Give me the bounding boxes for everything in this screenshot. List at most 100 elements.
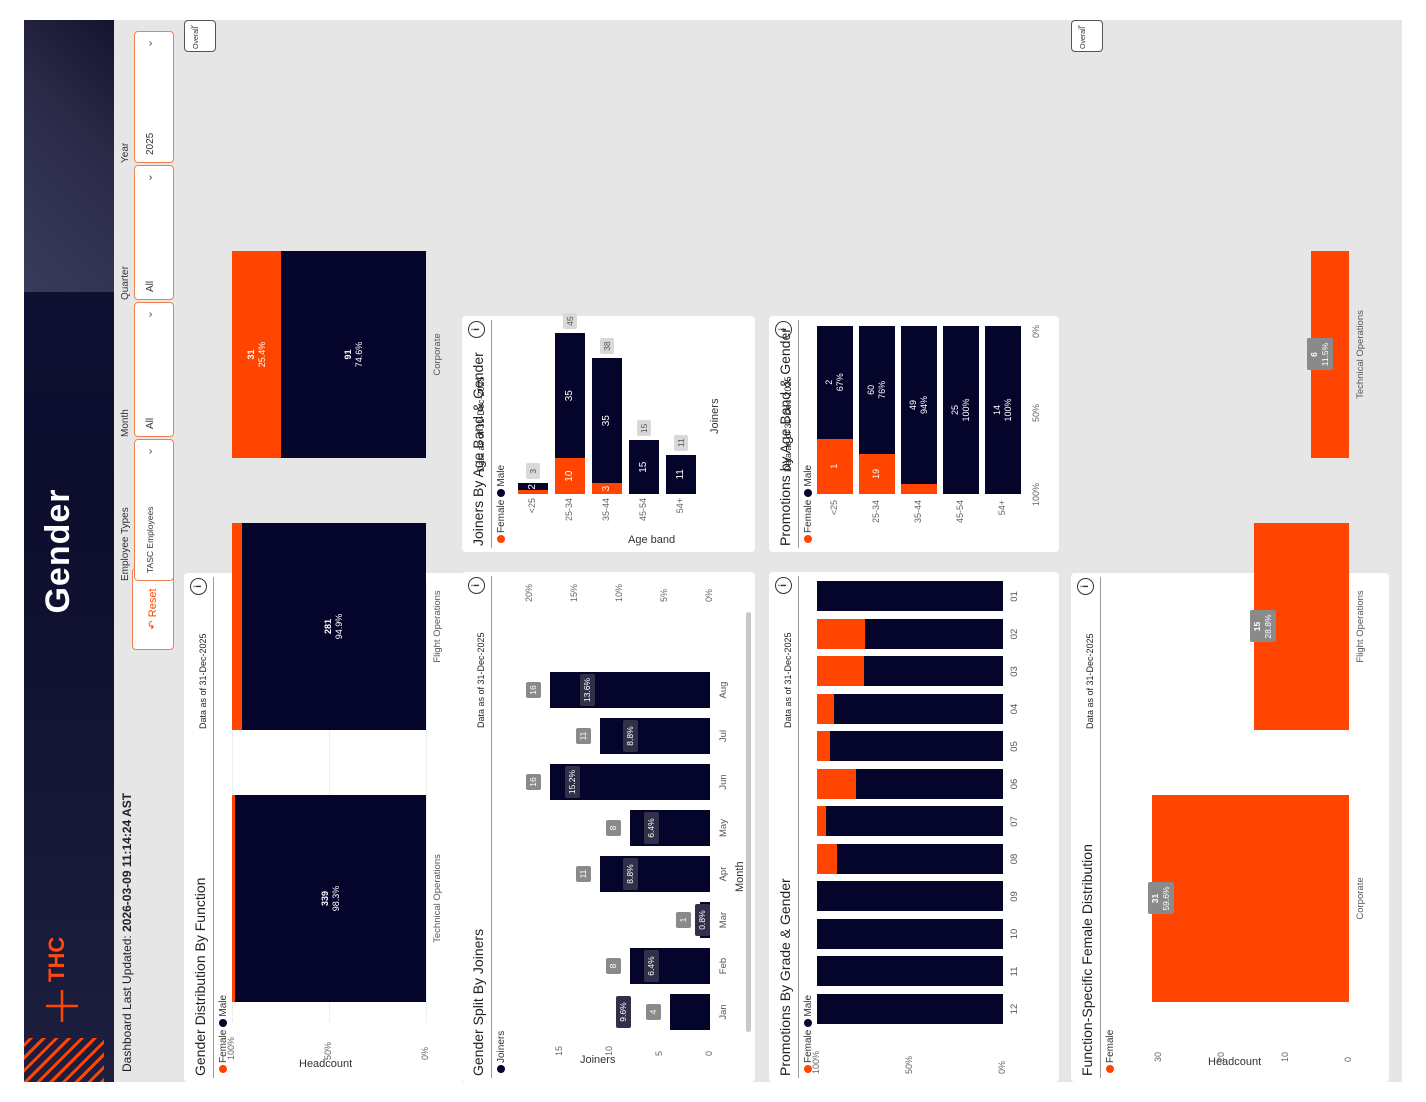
bar-male-pct: 67% <box>835 373 845 392</box>
bar-total-label: 3 <box>526 463 540 480</box>
x-category-label: Jul <box>718 729 729 743</box>
female-function-panel-as-of: Data as of 31-Dec-2025 <box>1085 633 1095 729</box>
bar-male-10 <box>865 619 1003 649</box>
x-category-label: Aug <box>718 681 729 699</box>
right-tick-label: 20% <box>524 583 534 602</box>
bar-value: 15 <box>1251 621 1262 632</box>
y-tick-label: 0% <box>420 1046 430 1060</box>
gender-joiners-panel-legend: Joiners <box>496 1031 507 1076</box>
bar-value-label: 11 <box>576 866 591 882</box>
bar-female-label: 10 <box>564 470 575 482</box>
slicer-employee-types[interactable]: TASC Employees ⌄ <box>134 439 174 581</box>
left-tick-label: 0 <box>704 1050 714 1056</box>
bar-female-9 <box>817 656 864 687</box>
x-category-label: 10 <box>1009 928 1020 940</box>
pct-label: 0.8% <box>694 904 710 936</box>
bar-female-0 <box>232 795 236 1002</box>
dashboard: THC Gender Dashboard Last Updated: 2026-… <box>24 20 1402 1082</box>
bar-value-label: 16 <box>526 682 541 698</box>
slicer-year[interactable]: 2025 ⌄ <box>134 31 174 163</box>
bar-male-pct: 76% <box>877 380 887 399</box>
overall-dropdown[interactable]: Overall ⌄ <box>1071 20 1103 52</box>
gender-function-panel-title: Gender Distribution By Function <box>192 877 208 1076</box>
y-tick-label: 0 <box>1343 1056 1353 1062</box>
overall-dropdown[interactable]: Overall ⌄ <box>184 20 216 52</box>
bar-male-value: 281 <box>322 618 333 635</box>
pct-label: 6.4% <box>644 950 660 982</box>
y-category-label: 25-34 <box>564 498 574 522</box>
x-category-label: Jun <box>718 774 729 790</box>
bar-male-label-0: 2 67% <box>824 326 846 439</box>
gender-joiners-panel-info-icon[interactable]: i <box>468 577 485 594</box>
bar-male-value: 339 <box>319 890 330 907</box>
pct-label: 6.4% <box>644 812 660 844</box>
bar-value-label: 8 <box>606 958 621 974</box>
promo-age-panel-info-icon[interactable]: i <box>775 321 792 338</box>
gender-function-panel-info-icon[interactable]: i <box>190 578 207 595</box>
x-category-label: May <box>718 819 729 837</box>
x-category-label: Corporate <box>1355 877 1366 920</box>
bar-male-label-4: 14 100% <box>992 326 1014 494</box>
female-function-panel-info-icon[interactable]: i <box>1077 578 1094 595</box>
bar-female-label: 3 <box>601 485 612 492</box>
bar-pct: 28.8% <box>1262 614 1273 639</box>
bar-total-label: 38 <box>600 338 614 355</box>
bar-female-6 <box>817 769 857 799</box>
bar-male-pct: 94.9% <box>333 613 344 640</box>
y-category-label: 45-54 <box>638 498 648 522</box>
bar-male-label-1: 60 76% <box>866 326 888 454</box>
bar-pct: 59.6% <box>1161 886 1172 911</box>
joiners-age-panel-info-icon[interactable]: i <box>468 321 485 338</box>
bar-male-value: 49 <box>908 399 918 410</box>
y-tick-label: 0% <box>997 1060 1007 1074</box>
bar-male-label-3: 25 100% <box>950 326 972 494</box>
slicer-month[interactable]: All ⌄ <box>134 302 174 437</box>
bar-joiners-1 <box>630 948 710 984</box>
x-category-label: 06 <box>1009 778 1020 790</box>
bar-male-1 <box>817 956 1003 987</box>
promo-age-panel: Promotions by Age Band & Gender FemaleMal… <box>769 316 1059 552</box>
bar-male-7 <box>830 731 1003 762</box>
thc-logo-icon <box>42 986 82 1026</box>
slicer-employee-types-label: Employee Types <box>120 507 131 581</box>
chevron-down-icon: ⌄ <box>143 447 155 457</box>
left-tick-label: 5 <box>654 1050 664 1056</box>
y-category-label: 54+ <box>675 498 685 514</box>
y-category-label: 25-34 <box>871 500 881 524</box>
bar-female-5 <box>817 806 827 837</box>
promo-age-panel-as-of: Data as of 31-Dec-2025 <box>783 376 793 472</box>
legend-joiners-label: Joiners <box>496 1030 507 1063</box>
y-category-label: 45-54 <box>955 500 965 524</box>
x-axis-title: Month <box>734 861 746 892</box>
legend-male-dot <box>804 1018 813 1027</box>
slicer-quarter[interactable]: All ⌄ <box>134 165 174 300</box>
right-tick-label: 0% <box>704 588 714 602</box>
bar-total-label: 11 <box>674 434 688 451</box>
x-category-label: 02 <box>1009 628 1020 640</box>
x-category-label: Feb <box>718 957 729 975</box>
bar-female-label: 19 <box>871 468 881 479</box>
y-category-label: <25 <box>527 498 537 514</box>
bar-female-1 <box>232 523 242 730</box>
x-category-label: 08 <box>1009 853 1020 865</box>
bar-male-0 <box>817 994 1003 1024</box>
gender-function-panel: Gender Distribution By Function FemaleMal… <box>184 251 464 1082</box>
y-tick-label: 30 <box>1152 1051 1163 1062</box>
scrollbar[interactable] <box>746 612 751 1032</box>
promo-grade-panel-title-rule <box>798 576 799 1078</box>
bar-male-value: 91 <box>342 349 353 360</box>
y-tick-label: 100% <box>811 1050 821 1074</box>
bar-value-label: 16 <box>526 774 541 790</box>
bar-female-label: 1 <box>829 463 839 469</box>
pct-label: 15.2% <box>565 766 581 798</box>
chevron-down-icon: ⌄ <box>143 310 155 320</box>
chevron-down-icon: ⌄ <box>185 23 195 31</box>
legend-female-label: Female <box>803 499 814 533</box>
promo-grade-panel: Promotions By Grade & Gender FemaleMale Da… <box>769 572 1059 1082</box>
bar-male-11 <box>817 581 1003 612</box>
gender-joiners-panel-title: Gender Split By Joiners <box>470 928 486 1076</box>
bar-male-6 <box>856 769 1003 799</box>
pct-label: 13.6% <box>579 674 595 706</box>
promo-grade-panel-info-icon[interactable]: i <box>775 577 792 594</box>
x-category-label: Flight Operations <box>1355 590 1366 663</box>
